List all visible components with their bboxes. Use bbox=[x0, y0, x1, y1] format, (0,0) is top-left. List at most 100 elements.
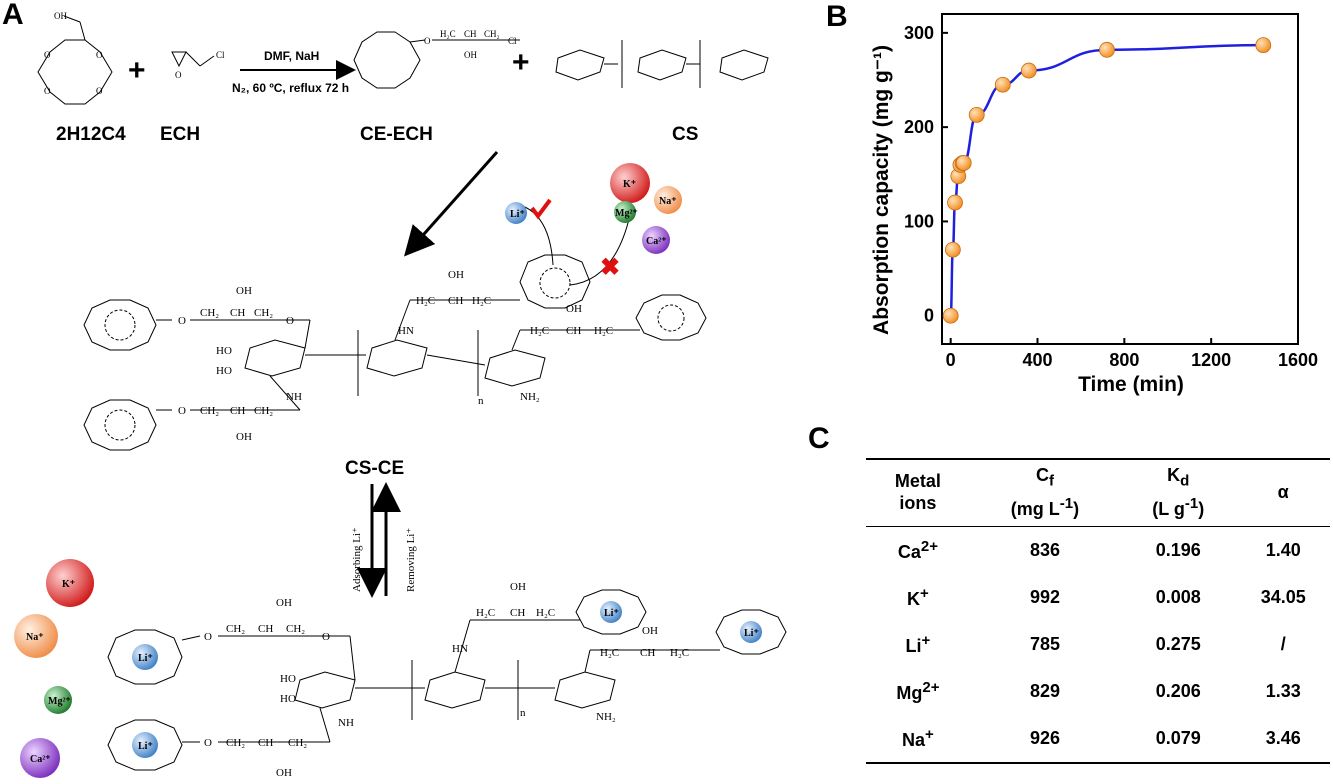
svg-text:K⁺: K⁺ bbox=[623, 179, 636, 190]
svg-text:NH: NH bbox=[338, 717, 354, 729]
cell-cf: 829 bbox=[1029, 680, 1060, 701]
y-tick-label: 200 bbox=[904, 117, 934, 137]
li-ion-bound-3 bbox=[600, 601, 622, 623]
svg-text:n: n bbox=[478, 395, 484, 407]
header-alpha: α bbox=[1236, 457, 1330, 527]
arrow-to-product bbox=[404, 151, 499, 257]
svg-text:Mg²⁺: Mg²⁺ bbox=[615, 208, 638, 219]
conditions-top: DMF, NaH bbox=[264, 49, 319, 63]
cell-alpha: / bbox=[1280, 633, 1286, 654]
label-cs-ce: CS-CE bbox=[345, 458, 404, 479]
svg-text:CH: CH bbox=[566, 325, 581, 337]
svg-text:Na⁺: Na⁺ bbox=[659, 196, 677, 207]
svg-text:Ca²⁺: Ca²⁺ bbox=[646, 236, 667, 247]
cell-kd: 0.196 bbox=[1155, 539, 1201, 560]
svg-text:CH₂: CH₂ bbox=[226, 623, 245, 635]
li-ion-bound-1 bbox=[132, 644, 158, 670]
x-tick-label: 800 bbox=[1109, 350, 1139, 370]
mg-ion-top bbox=[614, 201, 636, 223]
chitosan bbox=[555, 40, 769, 88]
svg-text:O: O bbox=[175, 70, 182, 80]
panel-label-b: B bbox=[826, 0, 848, 33]
svg-text:OH: OH bbox=[510, 581, 526, 593]
svg-text:HO: HO bbox=[216, 365, 232, 377]
svg-text:Li⁺: Li⁺ bbox=[744, 628, 759, 639]
adsorbing-label: Adsorbing Li⁺ bbox=[351, 527, 363, 592]
panel-label-a: A bbox=[2, 0, 24, 31]
svg-text:H₂C: H₂C bbox=[600, 647, 619, 659]
x-tick-label: 0 bbox=[946, 350, 956, 370]
svg-text:HN: HN bbox=[398, 325, 414, 337]
svg-text:CH: CH bbox=[258, 737, 273, 749]
panel-label-c: C bbox=[808, 422, 830, 455]
svg-text:CH₂: CH₂ bbox=[200, 405, 219, 417]
svg-text:Ca²⁺: Ca²⁺ bbox=[30, 754, 51, 765]
svg-text:CH: CH bbox=[510, 607, 525, 619]
data-point bbox=[1255, 37, 1272, 54]
svg-text:OH: OH bbox=[448, 269, 464, 281]
table-row: K+ 992 0.008 34.05 bbox=[866, 574, 1330, 621]
svg-text:CH₂: CH₂ bbox=[254, 405, 273, 417]
x-tick-label: 1200 bbox=[1191, 350, 1231, 370]
svg-text:CH₂: CH₂ bbox=[484, 29, 500, 39]
svg-text:O: O bbox=[44, 86, 51, 96]
k-ion-bottom bbox=[46, 559, 94, 607]
li-ion-bound-2 bbox=[132, 732, 158, 758]
svg-text:+: + bbox=[128, 54, 146, 87]
svg-text:OH: OH bbox=[566, 303, 582, 315]
svg-text:O: O bbox=[322, 631, 330, 643]
cell-alpha: 34.05 bbox=[1260, 586, 1306, 607]
svg-text:CH₂: CH₂ bbox=[288, 737, 307, 749]
label-cs: CS bbox=[672, 124, 698, 145]
svg-text:O: O bbox=[204, 737, 212, 749]
plot-frame bbox=[941, 13, 1299, 345]
x-tick-label: 400 bbox=[1022, 350, 1052, 370]
data-point bbox=[1020, 62, 1037, 79]
reaction-scheme: OH O O O O 2H12C4 + O Cl ECH DMF, NaH N₂… bbox=[14, 11, 787, 779]
removing-label: Removing Li⁺ bbox=[405, 528, 417, 592]
crown-ether-ech bbox=[353, 31, 520, 89]
y-axis-label: Absorption capacity (mg g⁻¹) bbox=[870, 45, 893, 335]
y-tick-label: 0 bbox=[924, 306, 934, 326]
svg-text:CH₂: CH₂ bbox=[254, 307, 273, 319]
cross-icon: ✖ bbox=[600, 254, 620, 281]
label-ech: ECH bbox=[160, 124, 200, 145]
ca-ion-top bbox=[642, 226, 670, 254]
svg-text:H₂C: H₂C bbox=[530, 325, 549, 337]
svg-text:H₂C: H₂C bbox=[476, 607, 495, 619]
svg-text:H₂C: H₂C bbox=[472, 295, 491, 307]
svg-text:H₂C: H₂C bbox=[416, 295, 435, 307]
svg-text:Li⁺: Li⁺ bbox=[604, 608, 619, 619]
cell-alpha: 3.46 bbox=[1236, 714, 1330, 764]
cell-alpha: 1.40 bbox=[1265, 539, 1301, 560]
svg-text:OH: OH bbox=[54, 11, 67, 21]
svg-text:HO: HO bbox=[216, 345, 232, 357]
cell-ion: K+ bbox=[907, 584, 929, 609]
check-icon bbox=[530, 198, 552, 220]
svg-text:Na⁺: Na⁺ bbox=[26, 632, 44, 643]
svg-text:H₂C: H₂C bbox=[670, 647, 689, 659]
y-tick-label: 300 bbox=[904, 23, 934, 43]
na-ion-bottom bbox=[14, 614, 58, 658]
svg-text:CH: CH bbox=[464, 29, 477, 39]
cell-ion: Mg2+ bbox=[896, 678, 940, 703]
svg-text:CH: CH bbox=[230, 307, 245, 319]
svg-text:OH: OH bbox=[464, 50, 477, 60]
svg-text:H₂C: H₂C bbox=[440, 29, 456, 39]
selectivity-table: Metal ions Cf (mg L-1) Kd (L g-1) α Ca2+ 83… bbox=[866, 457, 1330, 764]
x-axis-label: Time (min) bbox=[1078, 373, 1184, 396]
svg-text:HO: HO bbox=[280, 673, 296, 685]
svg-text:K⁺: K⁺ bbox=[62, 579, 75, 590]
svg-text:OH: OH bbox=[642, 625, 658, 637]
header-metal-ions: Metal ions bbox=[866, 457, 970, 527]
svg-text:O: O bbox=[96, 86, 103, 96]
svg-text:CH: CH bbox=[258, 623, 273, 635]
cell-ion: Ca2+ bbox=[897, 537, 938, 562]
data-point bbox=[942, 307, 959, 324]
svg-text:NH₂: NH₂ bbox=[520, 391, 540, 403]
table-header-row: Metal ions Cf (mg L-1) Kd (L g-1) α bbox=[866, 457, 1330, 527]
header-kd: Kd (L g-1) bbox=[1120, 457, 1237, 527]
epichlorohydrin bbox=[171, 51, 215, 68]
svg-text:Li⁺: Li⁺ bbox=[138, 741, 153, 752]
